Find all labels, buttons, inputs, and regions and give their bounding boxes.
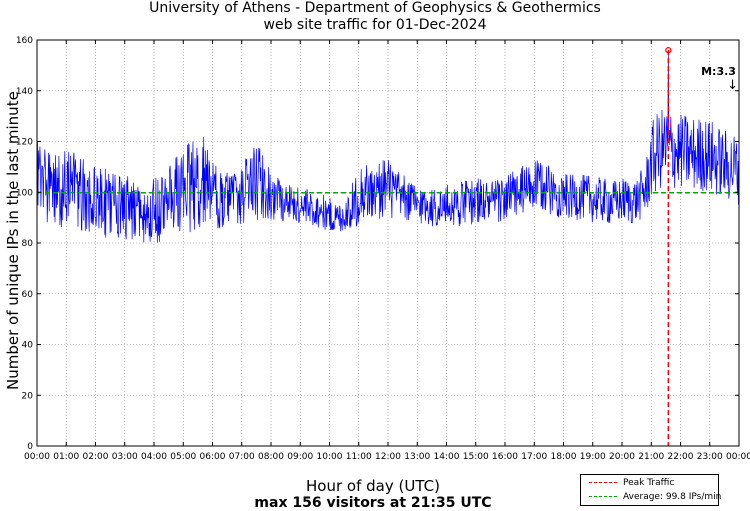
traffic-line — [36, 50, 740, 243]
x-tick-label: 15:00 — [463, 452, 489, 462]
annotation-arrow: ↓ — [727, 78, 738, 93]
annotation-label: M:3.3 — [701, 65, 736, 78]
chart-title: University of Athens - Department of Geo… — [149, 0, 601, 16]
x-tick-label: 10:00 — [317, 452, 343, 462]
x-tick-label: 08:00 — [258, 452, 284, 462]
y-axis-label: Number of unique IPs in the last minute — [4, 91, 22, 390]
x-tick-label: 05:00 — [170, 452, 196, 462]
y-tick-label: 20 — [22, 391, 34, 401]
x-tick-label: 06:00 — [200, 452, 226, 462]
axis-ticks — [36, 39, 740, 447]
x-tick-label: 18:00 — [551, 452, 577, 462]
x-tick-label: 02:00 — [83, 452, 109, 462]
y-tick-label: 120 — [16, 138, 33, 148]
x-tick-label: 21:00 — [638, 452, 664, 462]
x-tick-label: 04:00 — [141, 452, 167, 462]
max-visitors-summary: max 156 visitors at 21:35 UTC — [254, 495, 492, 511]
y-tick-label: 60 — [22, 290, 34, 300]
y-tick-label: 140 — [16, 87, 33, 97]
peak-marker — [665, 47, 672, 54]
x-tick-label: 01:00 — [53, 452, 79, 462]
legend-item-peak: Peak Traffic — [581, 477, 718, 489]
y-tick-label: 100 — [16, 188, 33, 198]
y-tick-label: 80 — [22, 239, 34, 249]
x-tick-label: 00:00 — [726, 452, 750, 462]
legend-swatch-peak — [589, 482, 617, 483]
tick-labels: 00:00 01:00 02:00 03:00 04:00 05:00 06:00 07:00… — [16, 36, 750, 462]
series-group — [36, 50, 740, 243]
x-tick-label: 17:00 — [521, 452, 547, 462]
x-tick-label: 16:00 — [492, 452, 518, 462]
legend: Peak Traffic Average: 99.8 IPs/min — [580, 474, 722, 506]
x-tick-label: 14:00 — [434, 452, 460, 462]
chart-subtitle: web site traffic for 01-Dec-2024 — [263, 17, 487, 33]
legend-label-average: Average: 99.8 IPs/min — [623, 492, 722, 502]
reference-lines — [37, 47, 739, 446]
x-tick-label: 22:00 — [668, 452, 694, 462]
x-tick-label: 00:00 — [24, 452, 50, 462]
x-tick-label: 13:00 — [404, 452, 430, 462]
x-tick-label: 09:00 — [287, 452, 313, 462]
y-tick-label: 0 — [27, 442, 33, 452]
x-axis-label: Hour of day (UTC) — [306, 477, 440, 495]
x-tick-label: 11:00 — [346, 452, 372, 462]
x-tick-label: 03:00 — [112, 452, 138, 462]
legend-label-peak: Peak Traffic — [623, 478, 675, 488]
y-tick-label: 160 — [16, 36, 33, 46]
legend-item-average: Average: 99.8 IPs/min — [581, 491, 722, 503]
legend-swatch-average — [589, 496, 617, 497]
grid-lines — [37, 40, 739, 446]
y-tick-label: 40 — [22, 341, 34, 351]
x-tick-label: 12:00 — [375, 452, 401, 462]
annotation-group: M:3.3↓ — [701, 65, 738, 93]
x-tick-label: 07:00 — [229, 452, 255, 462]
x-tick-label: 19:00 — [580, 452, 606, 462]
x-tick-label: 20:00 — [609, 452, 635, 462]
x-tick-label: 23:00 — [697, 452, 723, 462]
